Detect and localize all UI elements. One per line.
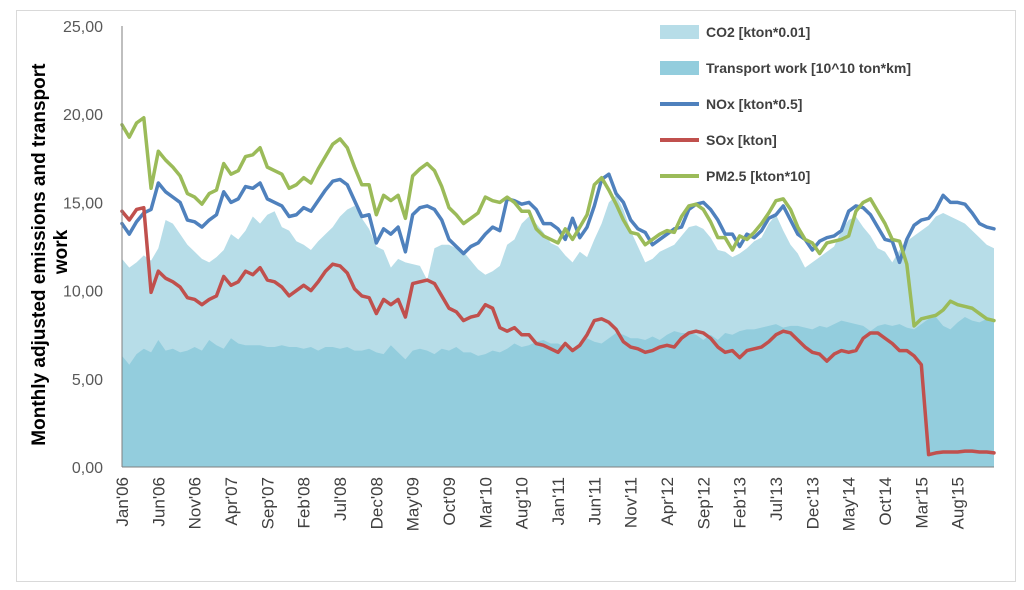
area-series-layer	[122, 195, 994, 467]
x-tick-label: Dec'13	[803, 477, 822, 529]
x-tick-label: Dec'08	[367, 477, 386, 529]
x-tick-label: Jan'06	[113, 477, 132, 527]
x-tick-label: Aug'15	[949, 477, 968, 529]
x-tick-label: Jul'08	[331, 477, 350, 521]
legend-label-sox-kton: SOx [kton]	[706, 132, 777, 148]
x-tick-label: Mar'10	[476, 477, 495, 528]
line-pm2-5-kton-10	[120, 115, 996, 328]
y-axis-title-line-2: work	[51, 229, 72, 275]
y-tick-label: 5,00	[72, 372, 103, 389]
line-series-layer	[120, 115, 996, 457]
x-tick-label: Nov'06	[186, 477, 205, 529]
x-tick-label: Oct'09	[440, 477, 459, 526]
y-axis-title-line-1: Monthly adjusted emissions and transport	[29, 63, 50, 446]
legend-swatch-co2-kton-0-01	[660, 25, 699, 39]
x-tick-label: Apr'07	[222, 477, 241, 526]
x-tick-label: May'09	[404, 477, 423, 531]
x-tick-labels: Jan'06 Jun'06 Nov'06 Apr'07 Sep'07 Feb'08 Jul'…	[113, 477, 968, 531]
area-transport-work-10-10-ton-km	[122, 317, 994, 467]
legend: CO2 [kton*0.01] Transport work [10^10 ton…	[660, 24, 911, 184]
x-tick-label: Aug'10	[513, 477, 532, 529]
x-tick-label: Feb'08	[295, 477, 314, 528]
y-tick-label: 20,00	[63, 107, 103, 124]
legend-label-co2-kton-0-01: CO2 [kton*0.01]	[706, 24, 810, 40]
y-axis-title: Monthly adjusted emissions and transport…	[29, 58, 72, 445]
legend-label-pm2-5-kton-10: PM2.5 [kton*10]	[706, 168, 810, 184]
y-tick-label: 25,00	[63, 19, 103, 36]
x-tick-label: Sep'07	[258, 477, 277, 529]
x-tick-label: Apr'12	[658, 477, 677, 526]
x-tick-label: Nov'11	[622, 477, 641, 528]
y-tick-label: 0,00	[72, 460, 103, 477]
x-tick-label: Mar'15	[912, 477, 931, 528]
chart-frame: 0,00 5,00 10,00 15,00 20,00 25,00 Jan'06 Jun'0…	[16, 10, 1016, 582]
emissions-chart: 0,00 5,00 10,00 15,00 20,00 25,00 Jan'06 Jun'0…	[29, 19, 996, 531]
x-tick-label: Jul'13	[767, 477, 786, 521]
legend-label-nox-kton-0-5: NOx [kton*0.5]	[706, 96, 802, 112]
legend-label-transport-work-10-10-ton-km: Transport work [10^10 ton*km]	[706, 60, 911, 76]
y-tick-label: 15,00	[63, 195, 103, 212]
y-tick-labels: 0,00 5,00 10,00 15,00 20,00 25,00	[63, 19, 103, 477]
legend-swatch-transport-work-10-10-ton-km	[660, 61, 699, 75]
x-tick-label: Oct'14	[876, 477, 895, 526]
x-tick-label: May'14	[840, 477, 859, 531]
x-tick-label: Feb'13	[731, 477, 750, 528]
line-nox-kton-0-5	[120, 172, 996, 265]
x-tick-label: Jun'06	[149, 477, 168, 527]
x-tick-label: Sep'12	[694, 477, 713, 529]
line-sox-kton	[120, 205, 996, 457]
x-tick-label: Jun'11	[585, 477, 604, 525]
x-tick-label: Jan'11	[549, 477, 568, 525]
y-tick-label: 10,00	[63, 284, 103, 301]
